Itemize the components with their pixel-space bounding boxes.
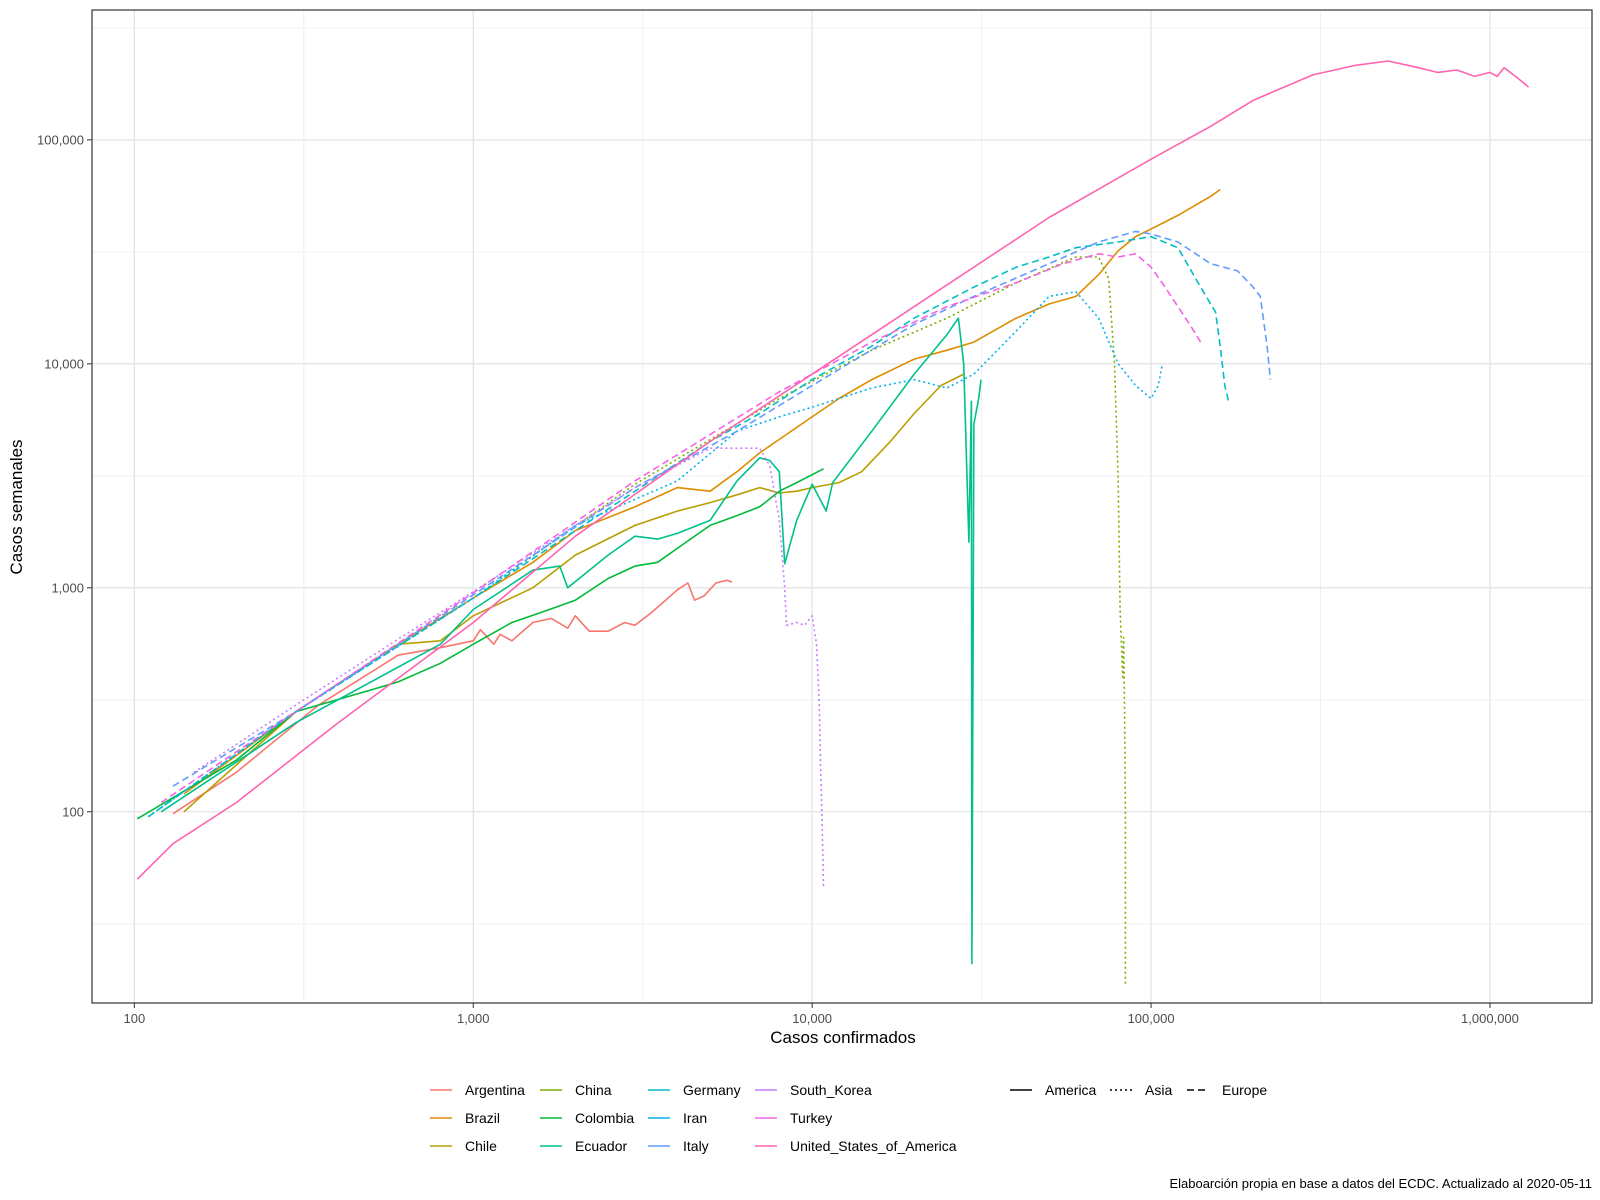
series-line-colombia [136, 468, 824, 820]
x-tick-label: 1,000 [457, 1011, 490, 1026]
series-line-argentina [172, 579, 733, 815]
x-tick-label: 1,000,000 [1461, 1011, 1519, 1026]
x-tick-label: 100 [123, 1011, 145, 1026]
plot-panel [91, 9, 1593, 1004]
legend-item-colombia: Colombia [540, 1110, 634, 1126]
legend-label: United_States_of_America [790, 1138, 957, 1154]
legend-label: Argentina [465, 1082, 525, 1098]
legend-item-south-korea: South_Korea [755, 1082, 872, 1098]
x-tick-label: 100,000 [1128, 1011, 1175, 1026]
legend-label: Brazil [465, 1110, 500, 1126]
legend-label: Asia [1145, 1082, 1172, 1098]
legend-item-italy: Italy [648, 1138, 709, 1154]
legend-label: Europe [1222, 1082, 1267, 1098]
legend: Argentina Brazil Chile China Colombia Ecuador… [430, 1082, 1267, 1154]
legend-item-germany: Germany [648, 1082, 741, 1098]
legend-item-brazil: Brazil [430, 1110, 500, 1126]
legend-label: Italy [683, 1138, 709, 1154]
caption: Elaboarción propia en base a datos del E… [1169, 1176, 1592, 1191]
series-line-italy [172, 230, 1272, 787]
x-axis-title: Casos confirmados [770, 1028, 916, 1047]
legend-linetype-europe: Europe [1187, 1082, 1267, 1098]
y-tick-label: 10,000 [44, 356, 84, 371]
legend-item-argentina: Argentina [430, 1082, 525, 1098]
legend-label: Germany [683, 1082, 741, 1098]
y-tick-label: 100,000 [37, 132, 84, 147]
legend-linetype-america: America [1010, 1082, 1097, 1098]
y-tick-label: 1,000 [51, 580, 84, 595]
x-axis: 100 1,000 10,000 100,000 1,000,000 [123, 1003, 1519, 1026]
x-tick-label: 10,000 [792, 1011, 832, 1026]
series-line-china [147, 256, 1127, 985]
y-axis-title: Casos semanales [7, 439, 26, 574]
legend-item-china: China [540, 1082, 612, 1098]
series-line-south-korea [193, 447, 825, 888]
legend-item-iran: Iran [648, 1110, 707, 1126]
legend-item-united-states-of-america: United_States_of_America [755, 1138, 957, 1154]
series-line-chile [183, 373, 965, 813]
legend-label: Ecuador [575, 1138, 627, 1154]
plot-border [91, 9, 1593, 1004]
legend-item-turkey: Turkey [755, 1110, 832, 1126]
legend-label: Iran [683, 1110, 707, 1126]
y-axis: 100 1,000 10,000 100,000 [37, 132, 92, 819]
legend-item-ecuador: Ecuador [540, 1138, 627, 1154]
legend-label: China [575, 1082, 612, 1098]
series-line-germany [147, 235, 1230, 818]
y-tick-label: 100 [62, 804, 84, 819]
legend-item-chile: Chile [430, 1138, 497, 1154]
series-line-brazil [183, 188, 1221, 795]
legend-label: America [1045, 1082, 1097, 1098]
series-lines [136, 60, 1530, 985]
series-line-united-states-of-america [136, 60, 1530, 880]
legend-label: Colombia [575, 1110, 634, 1126]
legend-label: South_Korea [790, 1082, 872, 1098]
legend-label: Turkey [790, 1110, 832, 1126]
legend-label: Chile [465, 1138, 497, 1154]
series-line-turkey [160, 253, 1202, 804]
series-line-ecuador [160, 317, 982, 965]
legend-linetype-asia: Asia [1110, 1082, 1172, 1098]
